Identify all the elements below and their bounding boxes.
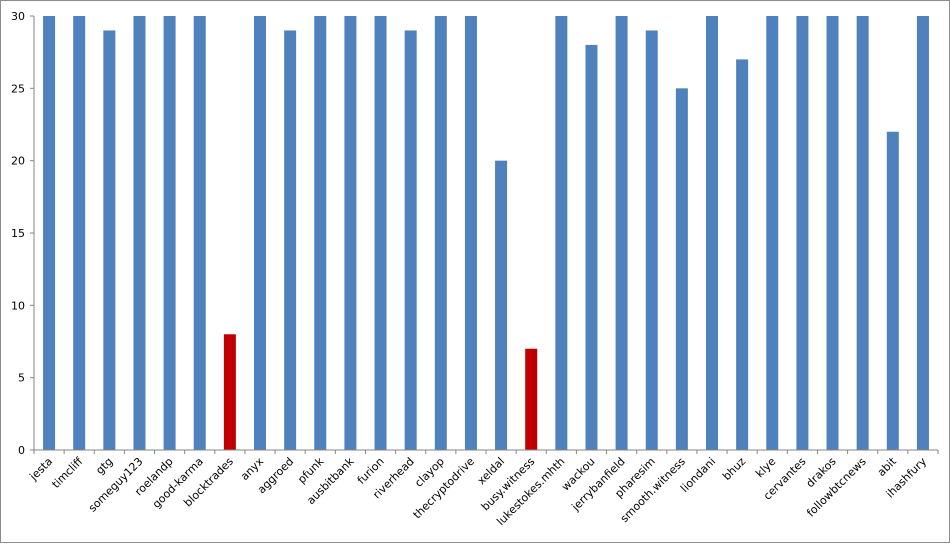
bar-clayop: [434, 16, 447, 450]
bar-bhuz: [736, 59, 749, 451]
bar-ausbitbank: [344, 16, 357, 450]
bar-ihashfury: [916, 16, 929, 450]
x-tick-label: timcliff: [49, 455, 85, 491]
bar-wackou: [585, 44, 598, 450]
x-tick-label: bhuz: [720, 455, 748, 483]
bar-smooth-witness: [675, 88, 688, 450]
y-axis: 0 5 10 15 20 25 30: [11, 10, 35, 457]
bar-timcliff: [73, 16, 86, 450]
bar-klye: [766, 16, 779, 450]
bar-xeldal: [495, 160, 508, 450]
x-tick-label: gtg: [93, 455, 115, 477]
bar-good-karma: [193, 16, 206, 450]
bar-cervantes: [796, 16, 809, 450]
y-tick-label: 10: [11, 299, 25, 312]
y-tick-label: 30: [11, 10, 25, 23]
bar-liondani: [706, 16, 718, 450]
bar-drakos: [826, 16, 839, 450]
bar-someguy123: [133, 16, 146, 450]
bar-furion: [374, 16, 387, 450]
bar-gtg: [103, 30, 116, 450]
bar-followbtcnews: [856, 16, 869, 450]
bar-jerrybanfield: [615, 16, 628, 450]
bar-abit: [886, 131, 899, 450]
bar-blocktrades: [223, 334, 236, 450]
x-tick-label: abit: [875, 454, 900, 479]
bar-pfunk: [314, 16, 327, 450]
bar-busy-witness: [525, 348, 538, 450]
bar-anyx: [254, 16, 266, 450]
y-tick-label: 15: [11, 227, 25, 240]
bar-aggroed: [284, 30, 297, 450]
y-tick-label: 25: [11, 82, 25, 95]
y-tick-label: 20: [11, 155, 25, 168]
bar-lukestokes-mhth: [555, 16, 568, 450]
bar-jesta: [43, 16, 56, 450]
bar-thecryptodrive: [464, 16, 477, 450]
bar-roelandp: [163, 16, 176, 450]
y-tick-label: 5: [18, 372, 25, 385]
y-tick-label: 0: [18, 444, 25, 457]
x-tick-label: klye: [753, 455, 778, 480]
bar-series: [43, 16, 929, 451]
bar-pharesim: [645, 30, 658, 450]
bar-riverhead: [404, 30, 417, 450]
